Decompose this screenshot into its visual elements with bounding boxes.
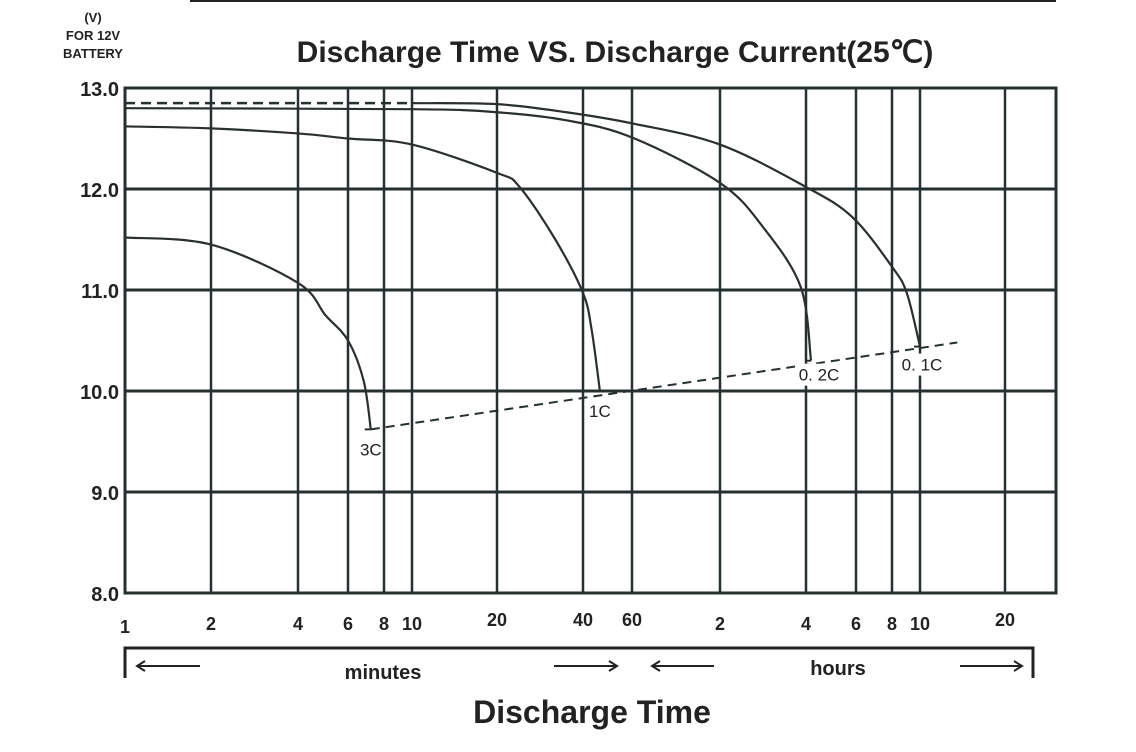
y-tick-label: 8.0 [91, 584, 119, 606]
y-tick-label: 9.0 [91, 483, 119, 505]
minutes-label: minutes [345, 662, 422, 684]
x-tick-label: 10 [910, 614, 930, 634]
bracket-line [123, 646, 1035, 678]
series-line-1C [124, 125, 601, 392]
series-line-3C [124, 236, 372, 430]
x-tick-label: 6 [343, 614, 353, 634]
x-tick-label: 1 [120, 617, 130, 637]
y-tick-label: 12.0 [80, 180, 119, 202]
y-tick-label: 13.0 [80, 79, 119, 101]
arrow-right-head-icon [608, 660, 619, 672]
x-tick-label: 6 [851, 614, 861, 634]
series-label-bg [898, 353, 946, 376]
x-tick-label: 4 [293, 614, 303, 634]
y-unit-label-line2: FOR 12V [66, 28, 121, 43]
arrow-left-head-icon [135, 660, 146, 672]
series-line-0.2C [124, 107, 813, 361]
time-range-bracket: minutes hours [123, 646, 1035, 684]
grid [123, 86, 1058, 595]
x-tick-label: 60 [622, 610, 642, 630]
y-tick-label: 11.0 [81, 281, 119, 303]
x-tick-label: 2 [206, 614, 216, 634]
series-line-0.1C [411, 102, 922, 347]
arrow-right-head-icon [1013, 660, 1024, 672]
plot-frame [123, 86, 1058, 595]
arrows [135, 660, 1024, 672]
series-label: 0. 1C [902, 356, 943, 375]
series-label-bg [795, 363, 844, 386]
x-tick-label: 8 [379, 614, 389, 634]
x-tick-label: 2 [715, 614, 725, 634]
end-voltage-line [370, 341, 958, 431]
series-label: 1C [589, 402, 611, 421]
y-unit-label: (V) [84, 10, 101, 25]
x-tick-label: 20 [487, 610, 507, 630]
tick-labels: 13.012.011.010.09.08.01 2 4 6 8 10 20 40 60 2 4 6 8 1… [80, 79, 1015, 637]
x-axis-title: Discharge Time [473, 694, 711, 730]
x-tick-label: 8 [887, 614, 897, 634]
y-tick-label: 10.0 [80, 382, 119, 404]
series-label: 0. 2C [799, 366, 840, 385]
x-tick-label: 20 [995, 610, 1015, 630]
arrow-left-head-icon [650, 660, 661, 672]
y-unit-label-line3: BATTERY [63, 46, 123, 61]
x-tick-label: 40 [573, 610, 593, 630]
x-tick-label: 4 [801, 614, 811, 634]
series-label: 3C [360, 440, 382, 459]
x-tick-label: 10 [402, 614, 422, 634]
chart-title: Discharge Time VS. Discharge Current(25℃… [297, 36, 934, 69]
series-layer: 3C 1C 0. 2C 0. 1C [124, 101, 958, 459]
hours-label: hours [810, 658, 866, 680]
